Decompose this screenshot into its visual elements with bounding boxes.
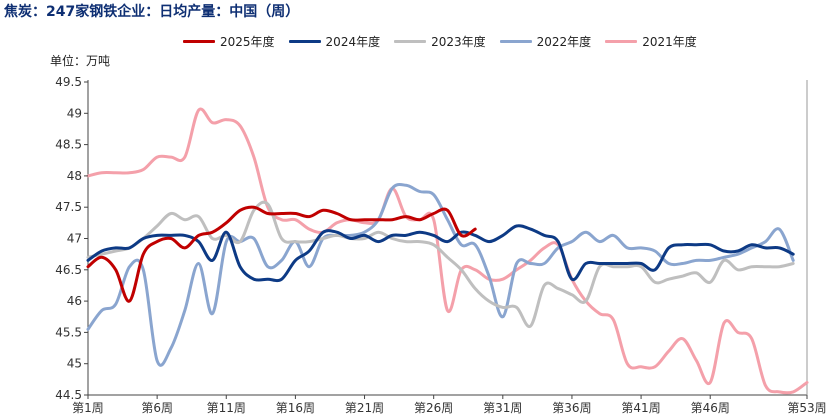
- legend-label: 2023年度: [431, 35, 486, 49]
- y-tick-label: 49.5: [55, 75, 82, 89]
- legend-swatch: [183, 40, 215, 43]
- legend-item-2023: 2023年度: [394, 33, 486, 50]
- series-line-2022: [86, 183, 795, 367]
- x-tick-label: 第41周: [621, 401, 660, 415]
- x-tick-label: 第26周: [414, 401, 453, 415]
- x-tick-label: 第16周: [276, 401, 315, 415]
- y-tick-label: 45.5: [55, 325, 82, 339]
- x-tick-label: 第31周: [483, 401, 522, 415]
- legend-swatch: [288, 40, 321, 43]
- series-line-2023: [86, 200, 795, 328]
- x-tick-label: 第21周: [345, 401, 384, 415]
- legend-label: 2022年度: [536, 35, 592, 49]
- x-tick-label: 第6周: [141, 401, 173, 415]
- y-tick-label: 48.5: [55, 138, 82, 152]
- legend-item-2025: 2025年度: [183, 33, 275, 50]
- y-tick-label: 44.5: [55, 388, 82, 402]
- series-line-2024: [86, 224, 795, 283]
- legend-swatch: [605, 40, 638, 43]
- y-tick-label: 45: [67, 357, 82, 371]
- x-tick-label: 第46周: [691, 401, 730, 415]
- chart-title: 焦炭：247家钢铁企业：日均产量：中国（周）: [4, 4, 300, 20]
- y-tick-label: 47.5: [55, 200, 82, 214]
- y-tick-label: 49: [67, 106, 82, 120]
- legend-swatch: [499, 40, 532, 43]
- legend-label: 2021年度: [642, 35, 697, 49]
- y-tick-label: 48: [67, 169, 82, 183]
- x-tick-label: 第53周: [787, 401, 826, 415]
- series-line-2021: [86, 107, 809, 395]
- x-tick-label: 第11周: [207, 401, 246, 415]
- legend-swatch: [394, 40, 427, 43]
- legend-item-2022: 2022年度: [499, 33, 592, 50]
- legend-item-2021: 2021年度: [605, 33, 697, 50]
- y-tick-label: 46: [67, 294, 82, 308]
- chart-legend: 2025年度 2024年度 2023年度 2022年度 2021年度: [183, 33, 697, 50]
- legend-label: 2024年度: [325, 35, 381, 49]
- y-tick-label: 47: [67, 232, 82, 246]
- unit-label: 单位：万吨: [50, 54, 111, 68]
- x-tick-label: 第1周: [72, 401, 104, 415]
- series-line-2025: [86, 205, 477, 303]
- x-tick-label: 第36周: [552, 401, 591, 415]
- legend-item-2024: 2024年度: [288, 33, 381, 50]
- y-tick-label: 46.5: [55, 263, 82, 277]
- legend-label: 2025年度: [220, 35, 275, 49]
